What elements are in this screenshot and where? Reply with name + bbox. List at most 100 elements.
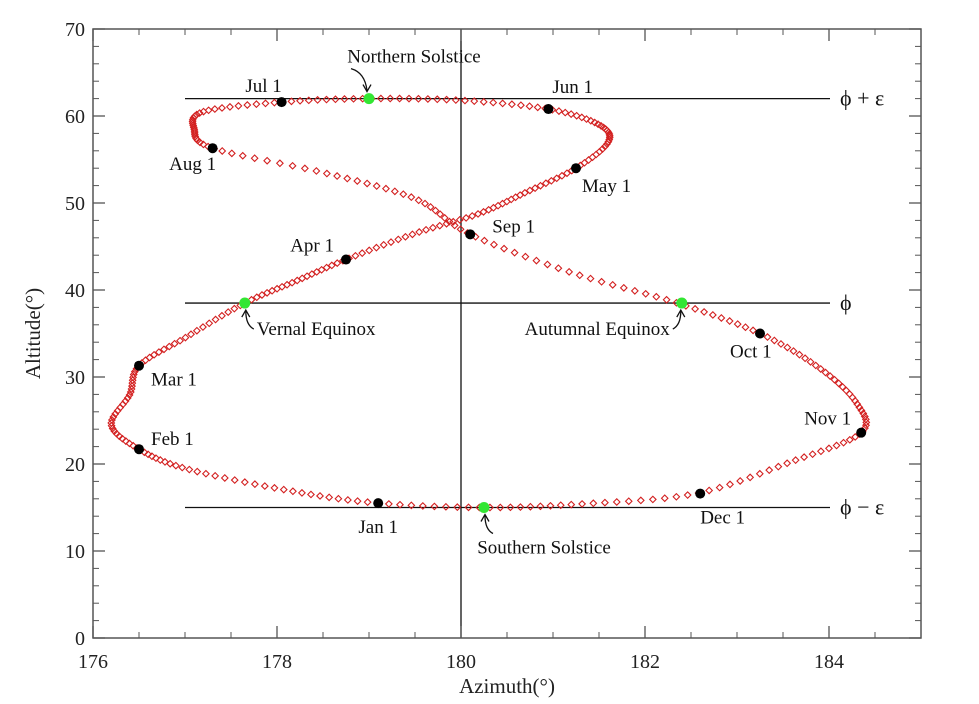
curve-day-marker	[700, 307, 709, 316]
curve-day-marker	[480, 236, 489, 245]
curve-day-marker	[848, 393, 857, 402]
curve-day-marker	[554, 107, 563, 116]
curve-day-marker	[705, 486, 714, 495]
reference-line-label: ϕ	[840, 290, 852, 315]
curve-day-marker	[557, 171, 566, 180]
curve-day-marker	[306, 490, 315, 499]
curve-day-marker	[220, 473, 229, 482]
y-tick-label: 0	[75, 628, 85, 650]
curve-day-marker	[582, 115, 591, 124]
curve-day-marker	[584, 156, 593, 165]
curve-day-marker	[604, 137, 613, 146]
pointer-arrowhead	[241, 308, 251, 318]
x-tick-label: 182	[630, 651, 660, 673]
curve-day-marker	[600, 498, 609, 507]
curve-day-marker	[258, 291, 266, 299]
curve-day-marker	[288, 278, 297, 287]
y-tick-label: 70	[65, 19, 85, 41]
curve-day-marker	[525, 102, 534, 111]
curve-day-marker	[861, 415, 870, 424]
event-label: Autumnal Equinox	[525, 319, 671, 340]
curve-day-marker	[589, 499, 598, 508]
curve-day-marker	[783, 343, 792, 352]
curve-day-marker	[211, 471, 220, 480]
curve-day-marker	[662, 295, 671, 304]
curve-day-marker	[816, 364, 825, 373]
event-marker	[676, 297, 688, 309]
curve-day-marker	[365, 246, 374, 255]
curve-day-marker	[154, 348, 163, 357]
curve-day-marker	[252, 100, 261, 109]
analemma-curve	[107, 94, 871, 512]
curve-day-marker	[240, 478, 249, 487]
curve-day-marker	[353, 497, 362, 506]
month-marker	[543, 104, 554, 115]
curve-day-marker	[636, 496, 645, 505]
curve-day-marker	[500, 244, 509, 253]
curve-day-marker	[498, 199, 507, 208]
curve-day-marker	[243, 101, 252, 109]
curve-day-marker	[536, 502, 545, 511]
curve-day-marker	[198, 323, 207, 332]
curve-day-marker	[211, 315, 220, 324]
curve-day-marker	[109, 413, 118, 421]
curve-day-marker	[851, 396, 860, 405]
curve-day-marker	[526, 502, 535, 511]
curve-day-marker	[230, 476, 239, 485]
curve-day-marker	[327, 261, 336, 270]
curve-day-marker	[774, 462, 783, 471]
curve-day-marker	[556, 501, 565, 510]
curve-day-marker	[263, 156, 272, 165]
curve-day-marker	[605, 130, 614, 139]
curve-day-marker	[128, 382, 137, 391]
curve-day-marker	[414, 94, 423, 103]
curve-day-marker	[230, 304, 239, 313]
curve-day-marker	[554, 264, 563, 273]
curve-day-marker	[178, 463, 187, 472]
event-label: Northern Solstice	[347, 47, 481, 68]
month-label: Sep 1	[492, 216, 535, 237]
curve-day-marker	[395, 94, 404, 103]
curve-day-marker	[387, 238, 395, 247]
curve-day-marker	[316, 491, 324, 500]
curve-day-marker	[297, 488, 306, 497]
curve-day-marker	[455, 215, 464, 224]
curve-day-marker	[808, 450, 817, 459]
curve-day-marker	[325, 493, 334, 502]
curve-day-marker	[789, 347, 798, 356]
curve-day-marker	[185, 465, 194, 474]
curve-day-marker	[121, 397, 130, 406]
curve-day-marker	[516, 503, 525, 512]
curve-day-marker	[145, 353, 154, 362]
curve-day-marker	[502, 197, 511, 206]
curve-day-marker	[605, 131, 614, 140]
curve-day-marker	[741, 323, 750, 332]
curve-day-marker	[541, 179, 550, 188]
curve-day-marker	[192, 326, 201, 335]
event-label: Southern Solstice	[477, 538, 611, 559]
event-label: Vernal Equinox	[257, 319, 376, 340]
pointer-line	[672, 311, 682, 330]
curve-day-marker	[363, 179, 372, 188]
curve-day-marker	[612, 497, 621, 506]
y-tick-label: 60	[65, 106, 85, 128]
curve-day-marker	[832, 441, 841, 450]
curve-day-marker	[363, 498, 372, 507]
curve-day-marker	[331, 95, 340, 104]
curve-day-marker	[287, 97, 296, 106]
curve-day-marker	[107, 421, 116, 430]
curve-day-marker	[322, 95, 331, 104]
curve-day-marker	[806, 357, 815, 366]
curve-day-marker	[322, 169, 331, 178]
curve-day-marker	[599, 123, 608, 132]
month-label: Jul 1	[245, 76, 281, 97]
curve-day-marker	[630, 286, 639, 295]
curve-day-marker	[379, 240, 388, 249]
x-tick-label: 180	[446, 651, 476, 673]
curve-day-marker	[845, 435, 854, 444]
curve-day-marker	[575, 271, 584, 280]
curve-day-marker	[516, 101, 525, 110]
curve-day-marker	[736, 476, 745, 485]
curve-day-marker	[770, 336, 779, 345]
curve-day-marker	[110, 427, 119, 436]
